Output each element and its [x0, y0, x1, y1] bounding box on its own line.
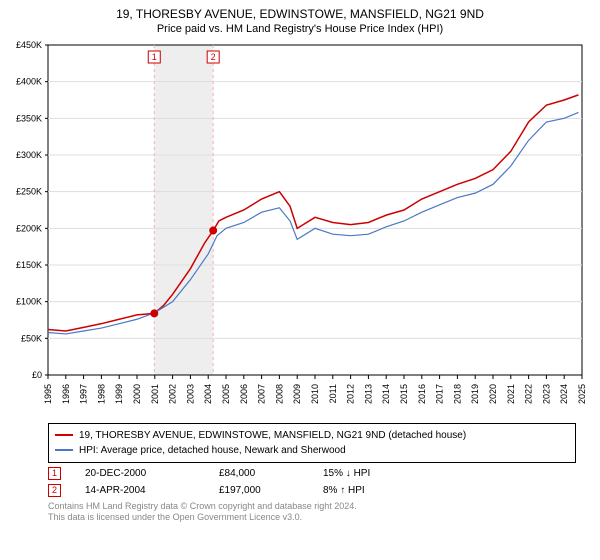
svg-text:1996: 1996 [61, 384, 71, 404]
svg-text:2019: 2019 [470, 384, 480, 404]
svg-text:£50K: £50K [21, 333, 42, 343]
footer-line-2: This data is licensed under the Open Gov… [48, 512, 576, 524]
svg-text:2005: 2005 [221, 384, 231, 404]
svg-text:£250K: £250K [16, 186, 42, 196]
footer-text: Contains HM Land Registry data © Crown c… [48, 501, 576, 524]
sale-marker: 2 [48, 484, 61, 497]
svg-text:1997: 1997 [79, 384, 89, 404]
svg-text:2006: 2006 [239, 384, 249, 404]
svg-text:£0: £0 [32, 370, 42, 380]
sale-price: £84,000 [219, 468, 299, 479]
legend-label: 19, THORESBY AVENUE, EDWINSTOWE, MANSFIE… [79, 428, 466, 443]
svg-text:2009: 2009 [292, 384, 302, 404]
legend-label: HPI: Average price, detached house, Newa… [79, 443, 346, 458]
svg-text:2010: 2010 [310, 384, 320, 404]
sale-delta: 15% ↓ HPI [323, 468, 370, 479]
svg-text:£350K: £350K [16, 113, 42, 123]
sale-date: 14-APR-2004 [85, 485, 195, 496]
sale-row: 1 20-DEC-2000 £84,000 15% ↓ HPI [48, 467, 576, 480]
svg-text:2024: 2024 [559, 384, 569, 404]
svg-text:2007: 2007 [257, 384, 267, 404]
svg-text:2016: 2016 [417, 384, 427, 404]
price-chart: £0 £50K £100K £150K £200K £250K £300K £350K £400… [0, 39, 600, 419]
sale-price: £197,000 [219, 485, 299, 496]
svg-text:1: 1 [152, 52, 157, 62]
svg-text:£150K: £150K [16, 260, 42, 270]
svg-text:2004: 2004 [203, 384, 213, 404]
svg-text:2001: 2001 [150, 384, 160, 404]
svg-text:2: 2 [211, 52, 216, 62]
svg-text:2013: 2013 [363, 384, 373, 404]
svg-text:2011: 2011 [328, 384, 338, 403]
sale-marker: 1 [48, 467, 61, 480]
sale-date: 20-DEC-2000 [85, 468, 195, 479]
svg-text:£300K: £300K [16, 150, 42, 160]
svg-text:2017: 2017 [435, 384, 445, 404]
legend-swatch [55, 449, 73, 451]
sales-list: 1 20-DEC-2000 £84,000 15% ↓ HPI 2 14-APR-2004… [48, 467, 576, 497]
svg-text:£200K: £200K [16, 223, 42, 233]
svg-text:2018: 2018 [452, 384, 462, 404]
sale-delta: 8% ↑ HPI [323, 485, 365, 496]
svg-text:2022: 2022 [524, 384, 534, 404]
svg-text:1998: 1998 [96, 384, 106, 404]
svg-text:2025: 2025 [577, 384, 587, 404]
legend-item: HPI: Average price, detached house, Newa… [55, 443, 569, 458]
sale-row: 2 14-APR-2004 £197,000 8% ↑ HPI [48, 484, 576, 497]
svg-text:2000: 2000 [132, 384, 142, 404]
svg-text:2003: 2003 [185, 384, 195, 404]
legend-item: 19, THORESBY AVENUE, EDWINSTOWE, MANSFIE… [55, 428, 569, 443]
svg-text:£100K: £100K [16, 296, 42, 306]
svg-text:2021: 2021 [506, 384, 516, 404]
svg-text:2014: 2014 [381, 384, 391, 404]
chart-title: 19, THORESBY AVENUE, EDWINSTOWE, MANSFIE… [0, 0, 600, 23]
chart-subtitle: Price paid vs. HM Land Registry's House … [0, 23, 600, 35]
svg-text:1995: 1995 [43, 384, 53, 404]
svg-text:2008: 2008 [274, 384, 284, 404]
svg-text:2015: 2015 [399, 384, 409, 404]
svg-text:£450K: £450K [16, 40, 42, 50]
legend: 19, THORESBY AVENUE, EDWINSTOWE, MANSFIE… [48, 423, 576, 463]
svg-text:2023: 2023 [541, 384, 551, 404]
svg-text:2020: 2020 [488, 384, 498, 404]
svg-text:2002: 2002 [168, 384, 178, 404]
svg-text:2012: 2012 [346, 384, 356, 404]
legend-swatch [55, 434, 73, 436]
svg-text:1999: 1999 [114, 384, 124, 404]
svg-text:£400K: £400K [16, 76, 42, 86]
footer-line-1: Contains HM Land Registry data © Crown c… [48, 501, 576, 513]
